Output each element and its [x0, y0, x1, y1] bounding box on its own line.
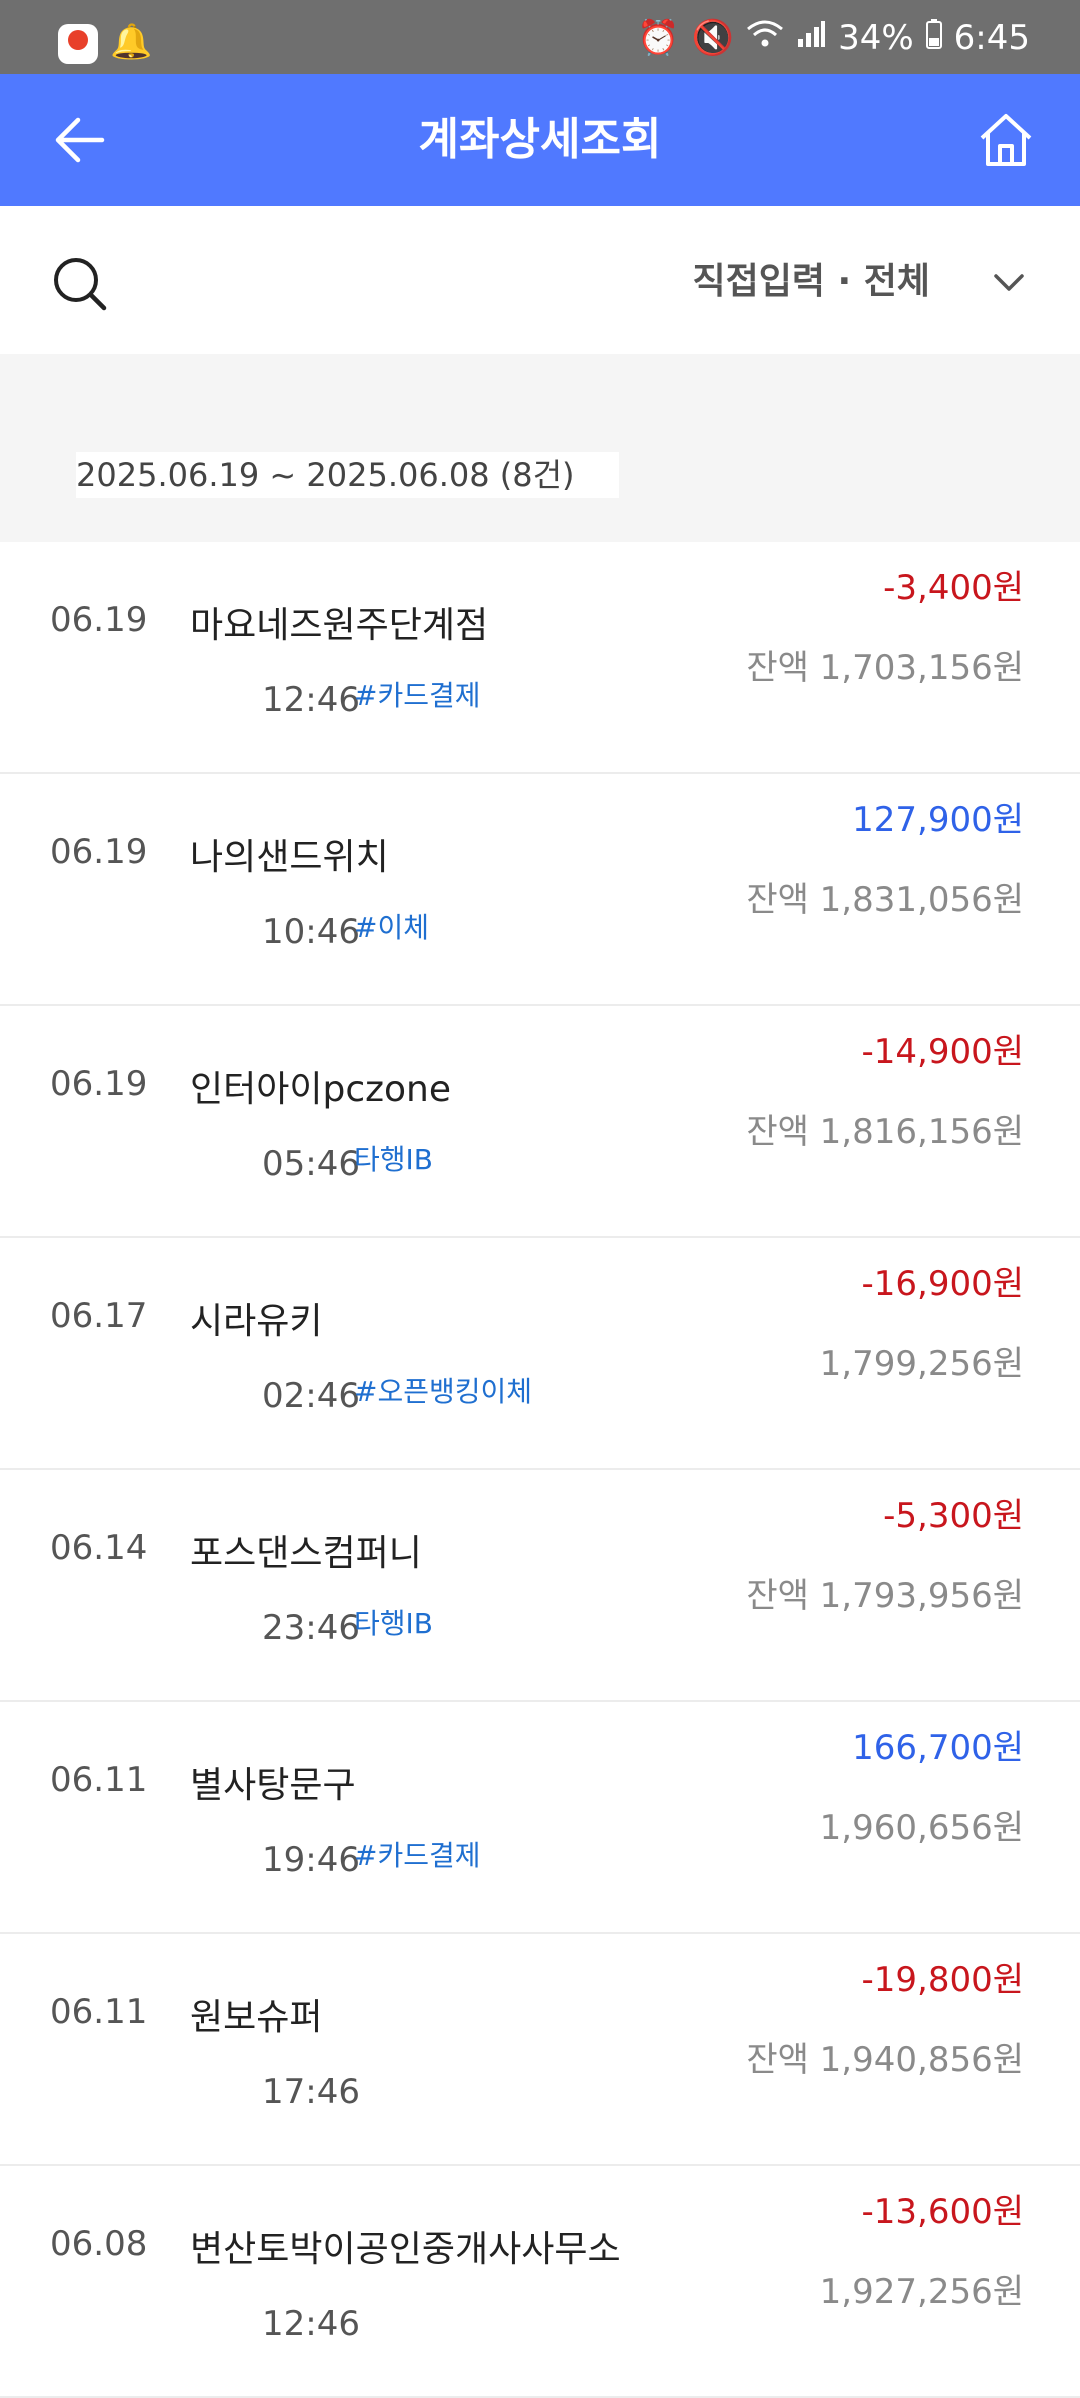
app-bar: 계좌상세조회 — [0, 74, 1080, 206]
transaction-time: 12:46 — [262, 2304, 360, 2344]
mute-icon: 🔇 — [691, 18, 735, 58]
transaction-time: 02:46 — [262, 1376, 360, 1416]
transaction-name: 포스댄스컴퍼니 — [190, 1533, 422, 1574]
transaction-tag: #카드결제 — [354, 1839, 481, 1872]
signal-icon — [796, 18, 826, 58]
transaction-time: 17:46 — [262, 2072, 360, 2112]
transaction-amount: -3,400원 — [883, 568, 1024, 608]
transaction-date: 06.14 — [50, 1528, 148, 1568]
transaction-tag: #이체 — [354, 911, 429, 944]
transaction-date: 06.19 — [50, 1064, 148, 1104]
date-range-summary: 2025.06.19 ~ 2025.06.08 (8건) — [76, 452, 619, 498]
transaction-balance: 잔액 1,816,156원 — [746, 1112, 1024, 1152]
transaction-balance: 잔액 1,793,956원 — [746, 1576, 1024, 1616]
transaction-name: 시라유키 — [190, 1301, 323, 1342]
transaction-amount: 127,900원 — [852, 800, 1024, 840]
transaction-tag: 타행IB — [354, 1143, 433, 1176]
wifi-icon — [746, 18, 784, 58]
transaction-balance: 1,927,256원 — [819, 2272, 1024, 2312]
page-title: 계좌상세조회 — [418, 114, 662, 165]
transaction-name: 나의샌드위치 — [190, 837, 389, 878]
filter-bar: 직접입력 · 전체 — [0, 206, 1080, 354]
transaction-balance: 1,799,256원 — [819, 1344, 1024, 1384]
transaction-amount: -13,600원 — [861, 2192, 1024, 2232]
transaction-list: 06.19 마요네즈원주단계점 12:46 #카드결제 -3,400원 잔액 1,703,… — [0, 542, 1080, 2398]
chevron-down-icon — [994, 274, 1024, 291]
date-range-section: 2025.06.19 ~ 2025.06.08 (8건) — [0, 354, 1080, 542]
transaction-balance: 잔액 1,831,056원 — [746, 880, 1024, 920]
transaction-tag: 타행IB — [354, 1607, 433, 1640]
transaction-name: 원보슈퍼 — [190, 1997, 323, 2038]
transaction-amount: -14,900원 — [861, 1032, 1024, 1072]
battery-icon — [925, 18, 942, 58]
transaction-time: 23:46 — [262, 1608, 360, 1648]
transaction-date: 06.19 — [50, 832, 148, 872]
transaction-time: 19:46 — [262, 1840, 360, 1880]
transaction-tag: #카드결제 — [354, 679, 481, 712]
transaction-name: 인터아이pczone — [190, 1069, 452, 1110]
transaction-name: 변산토박이공인중개사사무소 — [190, 2229, 621, 2270]
transaction-date: 06.11 — [50, 1760, 148, 1800]
transaction-time: 10:46 — [262, 912, 360, 952]
transaction-balance: 잔액 1,940,856원 — [746, 2040, 1024, 2080]
period-filter-select[interactable]: 직접입력 · 전체 — [692, 261, 930, 302]
bell-icon: 🔔 — [110, 22, 153, 62]
home-icon — [980, 114, 1032, 166]
back-button[interactable] — [50, 110, 110, 170]
transaction-date: 06.08 — [50, 2224, 148, 2264]
search-button[interactable] — [50, 254, 110, 314]
transaction-amount: -16,900원 — [861, 1264, 1024, 1304]
search-icon — [54, 258, 107, 311]
transaction-date: 06.17 — [50, 1296, 148, 1336]
transaction-time: 05:46 — [262, 1144, 360, 1184]
transaction-date: 06.19 — [50, 600, 148, 640]
transaction-date: 06.11 — [50, 1992, 148, 2032]
transaction-row[interactable]: 06.08 변산토박이공인중개사사무소 12:46 -13,600원 1,927,256… — [0, 2166, 1080, 2398]
transaction-time: 12:46 — [262, 680, 360, 720]
transaction-balance: 1,960,656원 — [819, 1808, 1024, 1848]
filter-dropdown-toggle[interactable] — [984, 262, 1034, 302]
transaction-tag: #오픈뱅킹이체 — [354, 1375, 533, 1408]
status-icons: ⏰ 🔇 34% 6:45 — [637, 18, 1030, 58]
transaction-name: 마요네즈원주단계점 — [190, 605, 489, 646]
battery-percent: 34% — [838, 18, 914, 58]
transaction-name: 별사탕문구 — [190, 1765, 356, 1806]
home-button[interactable] — [976, 110, 1036, 170]
transaction-balance: 잔액 1,703,156원 — [746, 648, 1024, 688]
alarm-icon: ⏰ — [637, 18, 680, 58]
transaction-row[interactable]: 06.17 시라유키 02:46 #오픈뱅킹이체 -16,900원 1,799,256원 — [0, 1238, 1080, 1470]
transaction-amount: -5,300원 — [883, 1496, 1024, 1536]
arrow-left-icon — [55, 117, 105, 163]
transaction-row[interactable]: 06.11 별사탕문구 19:46 #카드결제 166,700원 1,960,656원 — [0, 1702, 1080, 1934]
transaction-amount: -19,800원 — [861, 1960, 1024, 2000]
clock: 6:45 — [953, 18, 1030, 58]
app-notification-icon — [58, 24, 98, 64]
status-bar: 🔔 ⏰ 🔇 34% 6:45 — [0, 0, 1080, 74]
transaction-amount: 166,700원 — [852, 1728, 1024, 1768]
